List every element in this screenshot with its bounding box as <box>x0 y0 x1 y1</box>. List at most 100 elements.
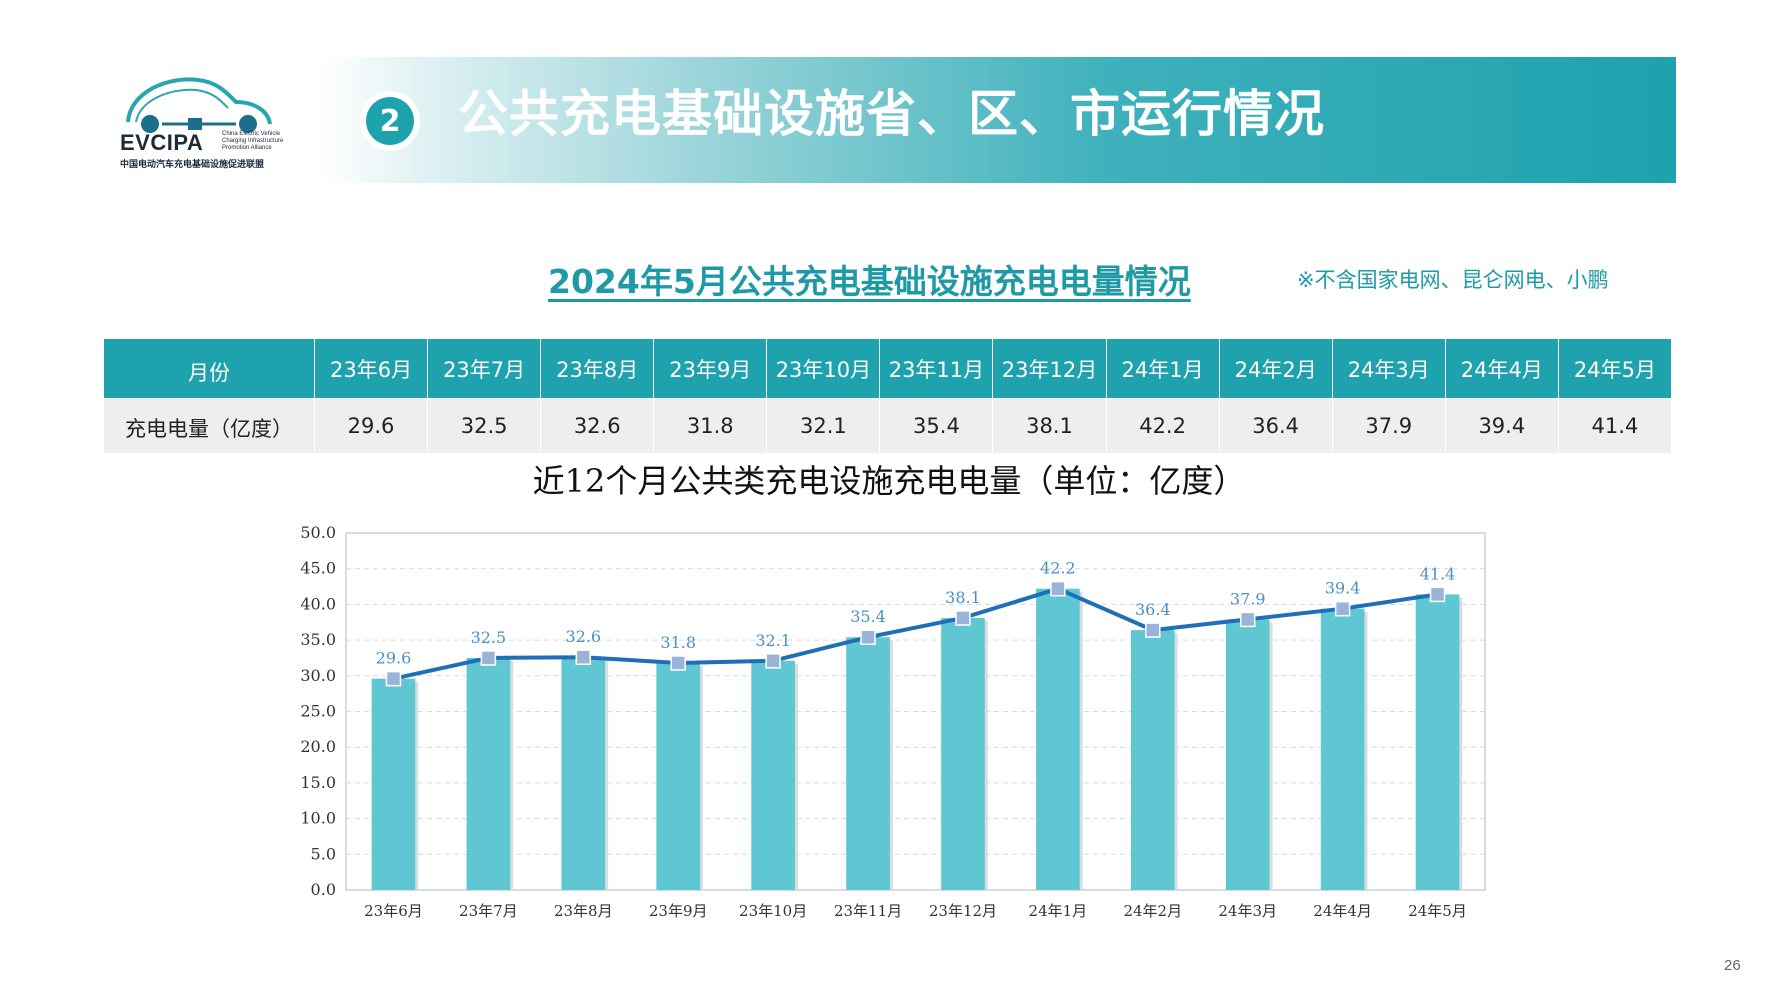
table-month-header: 24年5月 <box>1558 338 1673 399</box>
y-tick-label: 30.0 <box>300 666 336 685</box>
table-month-header: 24年2月 <box>1219 338 1333 399</box>
data-point <box>1334 600 1351 617</box>
table-cell-value: 32.6 <box>540 398 655 453</box>
x-tick-label: 23年9月 <box>649 902 708 920</box>
data-label: 38.1 <box>945 588 981 607</box>
data-point <box>765 653 781 669</box>
x-tick-label: 24年5月 <box>1408 902 1467 920</box>
table-month-header: 23年7月 <box>427 338 542 399</box>
data-point <box>955 610 971 626</box>
bar <box>941 617 985 890</box>
bar <box>751 660 795 890</box>
bar <box>656 662 701 890</box>
page-number: 26 <box>1724 957 1741 974</box>
x-tick-label: 23年8月 <box>554 902 613 920</box>
data-point <box>575 649 592 665</box>
data-label: 39.4 <box>1325 579 1361 598</box>
bar <box>371 678 416 890</box>
data-label: 37.9 <box>1230 589 1266 608</box>
table-month-header: 24年1月 <box>1106 338 1220 399</box>
x-tick-label: 23年6月 <box>364 902 423 920</box>
data-label: 29.6 <box>376 649 412 668</box>
table-month-header: 24年4月 <box>1445 338 1559 399</box>
y-tick-label: 45.0 <box>300 559 336 578</box>
data-label: 32.1 <box>755 631 791 650</box>
table-month-header: 23年6月 <box>314 338 429 399</box>
table-cell-value: 35.4 <box>879 398 994 453</box>
y-tick-label: 35.0 <box>300 630 336 649</box>
x-tick-label: 24年1月 <box>1029 902 1088 920</box>
bar <box>1130 630 1175 890</box>
data-point <box>385 670 402 687</box>
exclusion-note: ※不含国家电网、昆仑网电、小鹏 <box>1297 268 1609 292</box>
data-point <box>1239 611 1256 628</box>
data-label: 31.8 <box>660 633 696 652</box>
data-point <box>480 650 497 666</box>
table-cell-value: 37.9 <box>1332 398 1446 453</box>
y-tick-label: 50.0 <box>300 523 336 542</box>
table-month-header: 23年8月 <box>540 338 655 399</box>
series-line <box>393 586 1438 681</box>
section-number: 2 <box>366 97 414 145</box>
y-tick-label: 20.0 <box>300 737 336 756</box>
x-tick-label: 24年2月 <box>1123 902 1182 920</box>
table-cell-value: 42.2 <box>1106 398 1220 453</box>
table-cell-value: 31.8 <box>653 398 768 453</box>
table-cell-value: 38.1 <box>992 398 1107 453</box>
table-month-header: 24年3月 <box>1332 338 1446 399</box>
y-tick-label: 40.0 <box>300 594 336 613</box>
table-month-header: 23年11月 <box>879 338 994 399</box>
section-title: 公共充电基础设施省、区、市运行情况 <box>458 85 1325 143</box>
y-tick-label: 15.0 <box>300 773 336 792</box>
bar <box>1036 588 1080 890</box>
x-tick-label: 23年12月 <box>929 902 997 920</box>
table-cell-value: 39.4 <box>1445 398 1559 453</box>
table-title: 2024年5月公共充电基础设施充电电量情况 <box>548 262 1191 301</box>
data-label: 32.6 <box>565 627 601 646</box>
bar <box>1320 608 1365 890</box>
monthly-charging-table: 月份 23年6月 23年7月 23年8月 23年9月 23年10月 23年11月 23年12… <box>104 338 1673 453</box>
section-number-badge: 2 <box>360 91 420 151</box>
table-row: 充电电量（亿度） 29.6 32.5 32.6 31.8 32.1 35.4 38.1 42.… <box>104 398 1673 453</box>
table-month-header: 23年12月 <box>992 338 1107 399</box>
x-tick-label: 23年7月 <box>459 902 518 920</box>
y-tick-label: 25.0 <box>300 702 336 721</box>
data-point <box>1050 580 1066 597</box>
y-tick-label: 5.0 <box>311 844 336 863</box>
data-label: 32.5 <box>471 628 507 647</box>
data-label: 41.4 <box>1420 564 1456 583</box>
bar <box>1415 594 1460 890</box>
table-cell-value: 32.1 <box>766 398 881 453</box>
data-point <box>1145 622 1161 638</box>
x-tick-label: 24年3月 <box>1218 902 1277 920</box>
chart-title: 近12个月公共类充电设施充电电量（单位：亿度） <box>532 462 1246 500</box>
bar <box>1225 619 1270 890</box>
table-row-header-value: 充电电量（亿度） <box>104 398 315 453</box>
table-cell-value: 32.5 <box>427 398 542 453</box>
section-banner <box>318 57 1676 183</box>
data-point <box>1429 586 1446 603</box>
x-tick-label: 23年11月 <box>834 902 902 920</box>
bar <box>846 637 890 890</box>
bar <box>466 657 511 890</box>
table-row-header-month: 月份 <box>104 338 315 399</box>
table-month-header: 23年9月 <box>653 338 768 399</box>
x-tick-label: 24年4月 <box>1313 902 1372 920</box>
bar <box>561 657 606 890</box>
table-header-row: 月份 23年6月 23年7月 23年8月 23年9月 23年10月 23年11月 23年12… <box>104 338 1673 399</box>
logo-english-name: China Electric Vehicle Charging Infrastr… <box>222 131 284 151</box>
data-label: 36.4 <box>1135 600 1171 619</box>
table-cell-value: 29.6 <box>314 398 429 453</box>
y-tick-label: 10.0 <box>300 809 336 828</box>
data-point <box>670 655 686 671</box>
logo-chinese-name: 中国电动汽车充电基础设施促进联盟 <box>120 160 265 170</box>
table-month-header: 23年10月 <box>766 338 881 399</box>
data-label: 42.2 <box>1040 559 1076 578</box>
charging-volume-chart: 0.0 5.0 10.0 15.0 20.0 25.0 30.0 35.0 40.0 45.0 50… <box>300 523 1486 920</box>
data-point <box>860 629 876 645</box>
table-cell-value: 41.4 <box>1558 398 1673 453</box>
y-tick-label: 0.0 <box>311 880 336 899</box>
table-cell-value: 36.4 <box>1219 398 1333 453</box>
evcipa-logo <box>126 77 272 133</box>
x-tick-label: 23年10月 <box>739 902 807 920</box>
